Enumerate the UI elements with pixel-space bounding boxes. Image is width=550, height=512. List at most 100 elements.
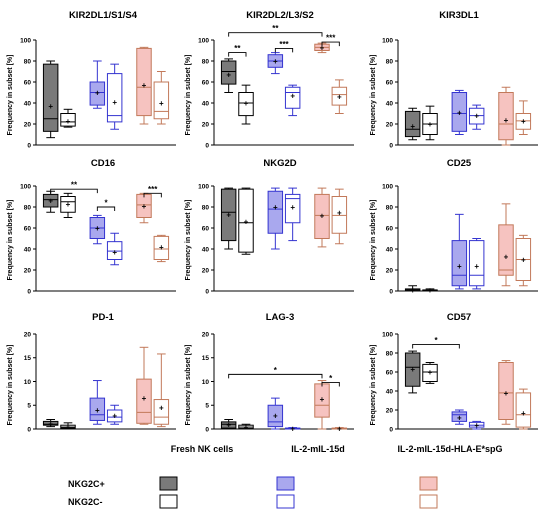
mean-marker: + (410, 122, 415, 131)
box-nkg2cpos: + (498, 203, 514, 287)
box-nkg2cneg: + (153, 234, 170, 263)
y-tick-label: 5 (27, 403, 31, 410)
box-nkg2cneg: + (422, 362, 438, 384)
mean-marker: + (337, 208, 342, 217)
panel-title: LAG-3 (266, 312, 295, 323)
mean-marker: + (142, 81, 147, 90)
mean-marker: + (457, 108, 462, 117)
mean-marker: + (428, 120, 433, 129)
y-tick-label: 80 (386, 350, 394, 357)
mean-marker: + (474, 421, 479, 430)
iqr-box (106, 241, 123, 260)
y-tick-label: 60 (202, 225, 210, 232)
iqr-box (498, 224, 514, 276)
y-tick-label: 0 (205, 426, 209, 433)
mean-marker: + (337, 93, 342, 102)
mean-marker: + (226, 421, 231, 430)
box-nkg2cneg: + (153, 71, 170, 125)
y-tick-label: 80 (24, 58, 32, 65)
iqr-box (451, 240, 468, 287)
box-nkg2cneg: + (284, 84, 301, 117)
bracket-line (412, 344, 460, 349)
iqr-box (314, 193, 330, 239)
y-tick-label: 20 (24, 267, 32, 274)
y-tick-label: 40 (386, 246, 394, 253)
bracket-line (228, 32, 323, 37)
iqr-box (106, 409, 123, 423)
iqr-box (153, 235, 170, 260)
iqr-box (238, 92, 254, 117)
bracket-line (274, 47, 294, 53)
mean-marker: + (410, 286, 415, 295)
box-nkg2cneg: + (60, 192, 76, 218)
iqr-box (515, 392, 532, 428)
box-nkg2cneg: + (284, 187, 301, 242)
iqr-box (451, 411, 468, 422)
y-tick-label: 60 (386, 225, 394, 232)
mean-marker: + (504, 389, 509, 398)
mean-marker: + (66, 200, 71, 209)
mean-marker: + (159, 99, 164, 108)
y-tick-label: 0 (27, 142, 31, 149)
significance-label: * (104, 199, 108, 208)
y-tick-label: 20 (202, 121, 210, 128)
panel-title: CD16 (91, 158, 115, 169)
significance-label: * (329, 374, 333, 383)
legend-header-il2: IL-2-mIL-15d (291, 444, 345, 454)
iqr-box (267, 404, 284, 428)
bracket-line (143, 192, 162, 198)
box-nkg2cneg: + (515, 100, 532, 135)
legend-swatch-fresh-pos (159, 476, 178, 491)
bracket-line (321, 41, 340, 47)
significance-bracket: * (412, 336, 460, 349)
significance-bracket: *** (143, 185, 162, 198)
y-tick-label: 40 (386, 100, 394, 107)
panel-title: KIR2DL1/S1/S4 (69, 10, 138, 21)
mean-marker: + (320, 211, 325, 220)
iqr-box (220, 421, 237, 429)
mean-marker: + (290, 425, 295, 434)
y-tick-label: 20 (24, 121, 32, 128)
mean-marker: + (410, 365, 415, 374)
iqr-box (42, 420, 59, 426)
box-nkg2cpos: + (220, 58, 237, 93)
box-nkg2cpos: + (89, 380, 106, 425)
mean-marker: + (290, 92, 295, 101)
box-nkg2cpos: + (451, 409, 468, 425)
y-tick-label: 100 (382, 183, 393, 190)
panel-title: KIR3DL1 (439, 10, 479, 21)
y-tick-label: 40 (24, 246, 32, 253)
mean-marker: + (95, 406, 100, 415)
box-nkg2cneg: + (153, 353, 170, 428)
box-nkg2cneg: + (60, 108, 76, 128)
iqr-box (404, 352, 421, 387)
box-nkg2cpos: + (314, 187, 330, 248)
y-axis-label: Frequency in subset [%] (370, 200, 377, 281)
y-axis-label: Frequency in subset [%] (370, 55, 377, 136)
box-nkg2cneg: + (422, 286, 438, 295)
box-nkg2cpos: + (404, 107, 421, 141)
mean-marker: + (112, 248, 117, 257)
y-tick-label: 20 (24, 331, 32, 338)
mean-marker: + (457, 414, 462, 423)
mean-marker: + (48, 419, 53, 428)
y-tick-label: 40 (386, 388, 394, 395)
box-nkg2cneg: + (331, 425, 348, 434)
y-tick-label: 10 (24, 379, 32, 386)
panel-kir3dl1: KIR3DL1 Frequency in subset [%] 0 20 40 60 8… (370, 10, 538, 149)
box-nkg2cpos: + (42, 419, 59, 428)
box-nkg2cneg: + (515, 234, 532, 287)
y-axis-label: Frequency in subset [%] (370, 345, 377, 426)
panel-title: CD25 (447, 158, 472, 169)
significance-bracket: * (228, 366, 323, 379)
mean-marker: + (521, 117, 526, 126)
iqr-box (468, 240, 485, 287)
box-nkg2cneg: + (106, 232, 123, 266)
y-tick-label: 40 (24, 100, 32, 107)
box-nkg2cpos: + (136, 192, 152, 224)
y-tick-label: 0 (205, 288, 209, 295)
mean-marker: + (244, 218, 249, 227)
box-nkg2cpos: + (42, 190, 59, 213)
legend-header-hla: IL-2-mIL-15d-HLA-E*spG (397, 444, 502, 454)
